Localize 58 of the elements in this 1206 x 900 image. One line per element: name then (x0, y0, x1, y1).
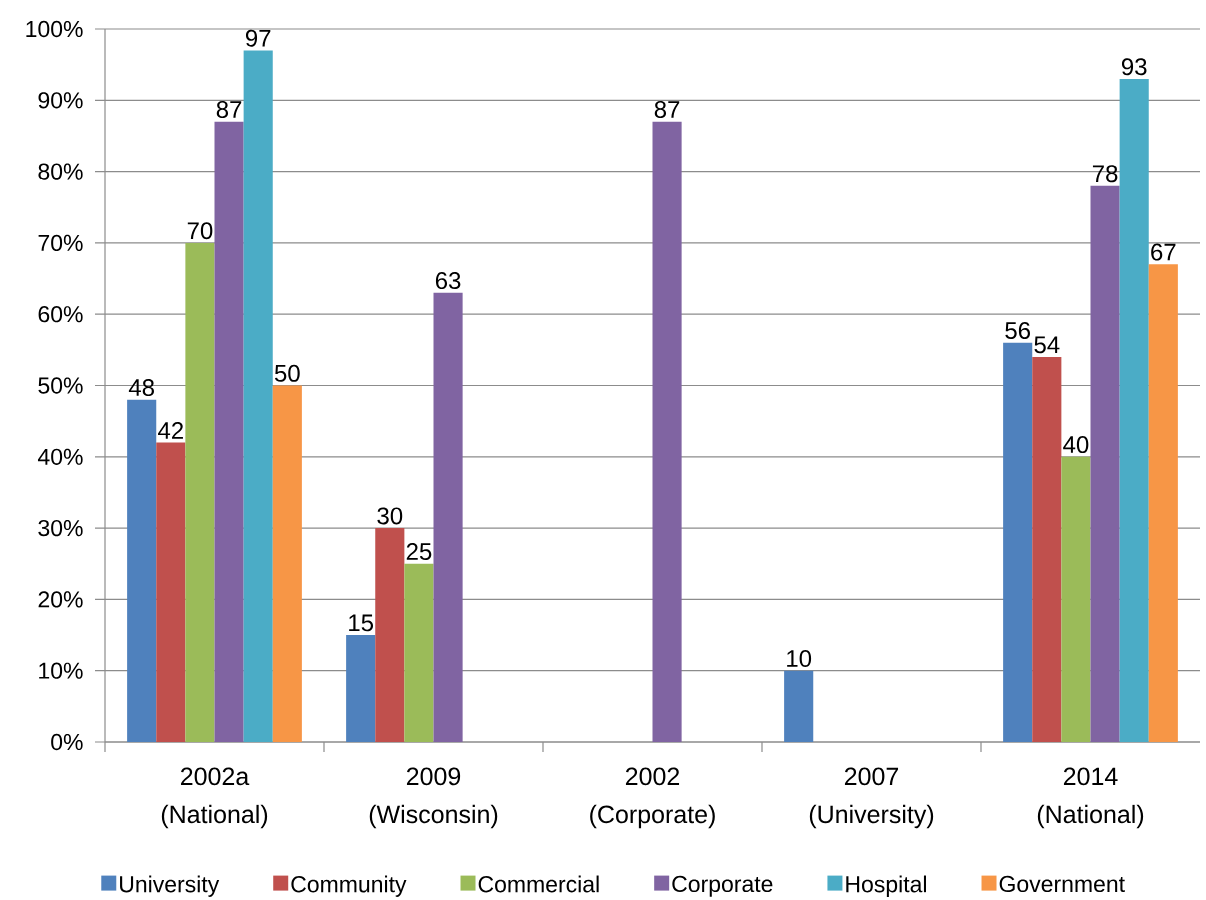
x-tick-label: 2014 (National) (1037, 767, 1144, 829)
y-tick-label: 50% (38, 377, 83, 394)
bar (1003, 342, 1033, 742)
data-label: 93 (1121, 58, 1147, 76)
bar (1090, 185, 1120, 742)
legend-label: Community (291, 875, 407, 897)
bar (1032, 356, 1062, 742)
bar (272, 385, 302, 742)
data-label: 56 (1005, 322, 1030, 340)
bar (156, 442, 186, 742)
data-label: 67 (1151, 243, 1176, 261)
data-label: 40 (1063, 436, 1089, 454)
data-label: 30 (377, 507, 403, 525)
y-tick-label: 40% (37, 448, 83, 465)
y-tick-label: 80% (38, 163, 83, 180)
y-tick-label: 20% (38, 591, 83, 608)
x-tick-label: 2002 (Corporate) (590, 767, 715, 829)
data-label: 63 (435, 272, 461, 290)
bar (127, 399, 157, 742)
bar (243, 50, 273, 742)
y-tick-label: 60% (38, 306, 83, 323)
bar (214, 121, 244, 742)
data-label: 70 (187, 222, 213, 240)
data-label: 54 (1034, 336, 1060, 354)
data-label: 78 (1092, 165, 1118, 183)
bar (375, 528, 405, 742)
y-tick-label: 90% (38, 92, 83, 109)
bar (1061, 456, 1091, 742)
x-tick-label: 2007 (University) (809, 767, 934, 829)
bar (433, 292, 463, 742)
x-tick-label: 2002a (National) (161, 767, 268, 829)
data-label: 87 (216, 100, 242, 118)
data-label: 15 (349, 614, 374, 632)
bar (1119, 78, 1149, 742)
bar (1148, 264, 1178, 742)
bar (784, 670, 814, 742)
y-tick-label: 0% (51, 733, 83, 751)
bar (185, 242, 215, 742)
data-label: 10 (787, 650, 812, 667)
y-tick-label: 70% (38, 234, 83, 252)
legend-label: University (120, 875, 220, 897)
bar (652, 121, 682, 742)
bar (346, 635, 376, 742)
data-label: 25 (406, 543, 432, 561)
data-label: 97 (245, 29, 271, 47)
y-tick-label: 10% (39, 662, 83, 679)
legend-label: Government (999, 875, 1125, 893)
bar (404, 563, 434, 742)
data-label: 87 (654, 100, 680, 118)
y-tick-label: 30% (38, 519, 83, 537)
data-label: 48 (128, 379, 154, 397)
x-tick-label: 2009 (Wisconsin) (369, 767, 498, 829)
data-label: 42 (158, 422, 183, 439)
y-tick-label: 100% (26, 20, 83, 38)
legend-label: Corporate (672, 875, 773, 897)
legend-label: Commercial (478, 875, 599, 893)
data-label: 50 (274, 364, 300, 382)
legend-label: Hospital (846, 875, 926, 897)
